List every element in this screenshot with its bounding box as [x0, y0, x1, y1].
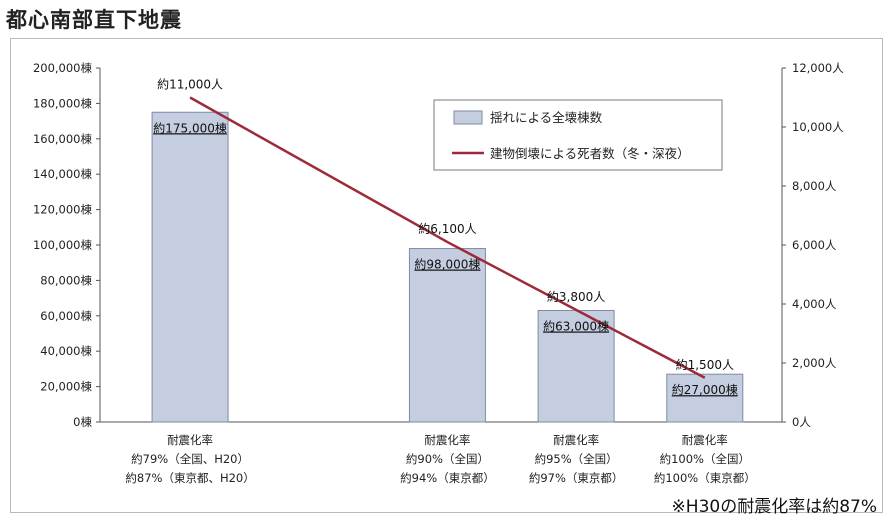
- page-title: 都心南部直下地震: [6, 8, 182, 32]
- footnote: ※H30の耐震化率は約87%: [671, 497, 877, 517]
- left-tick-label: 0棟: [73, 415, 92, 429]
- category-label: 耐震化率: [553, 433, 599, 447]
- category-label: 約100%（全国）: [660, 452, 750, 466]
- point-value-label: 約6,100人: [418, 221, 476, 236]
- bar: [666, 373, 744, 423]
- category-label: 約94%（東京都）: [400, 471, 495, 485]
- chart-frame: [10, 38, 883, 513]
- legend-line-label: 建物倒壊による死者数（冬・深夜）: [490, 146, 690, 161]
- category-label: 約97%（東京都）: [529, 471, 624, 485]
- death-line-path: [189, 96, 706, 379]
- category-label: 約90%（全国）: [406, 452, 489, 466]
- left-tick-label: 40,000棟: [40, 344, 92, 358]
- legend-bar-swatch: [453, 110, 483, 125]
- legend: 揺れによる全壊棟数 建物倒壊による死者数（冬・深夜）: [433, 99, 723, 171]
- bar-value-label: 約175,000棟: [153, 120, 227, 135]
- category-label: 約95%（全国）: [535, 452, 618, 466]
- left-tick-label: 160,000棟: [33, 132, 93, 146]
- right-tick-label: 12,000人: [792, 61, 844, 75]
- death-line: [189, 96, 706, 379]
- bar-value-label: 約63,000棟: [543, 318, 609, 333]
- left-axis: 0棟 20,000棟 40,000棟 60,000棟 80,000棟 100,000棟 12…: [33, 61, 782, 429]
- category-label: 耐震化率: [167, 433, 213, 447]
- category-label: 耐震化率: [424, 433, 470, 447]
- left-tick-label: 100,000棟: [33, 238, 93, 252]
- right-tick-label: 0人: [792, 415, 811, 429]
- left-tick-label: 200,000棟: [33, 61, 93, 75]
- point-value-label: 約11,000人: [157, 77, 223, 92]
- category-label: 耐震化率: [682, 433, 728, 447]
- right-tick-label: 4,000人: [792, 297, 837, 311]
- bar: [408, 248, 486, 423]
- bars: [151, 111, 744, 423]
- point-value-label: 約1,500人: [676, 357, 734, 372]
- bar-value-label: 約27,000棟: [672, 382, 738, 397]
- left-tick-label: 120,000棟: [33, 203, 93, 217]
- category-label: 約79%（全国、H20）: [131, 452, 249, 466]
- category-label: 約87%（東京都、H20）: [125, 471, 254, 485]
- left-tick-label: 80,000棟: [40, 273, 92, 287]
- right-tick-label: 6,000人: [792, 238, 837, 252]
- point-value-label: 約3,800人: [547, 289, 605, 304]
- legend-bar-label: 揺れによる全壊棟数: [490, 110, 603, 125]
- left-tick-label: 180,000棟: [33, 96, 93, 110]
- bar-value-label: 約98,000棟: [414, 257, 480, 272]
- right-tick-label: 10,000人: [792, 120, 844, 134]
- category-label: 約100%（東京都）: [654, 471, 756, 485]
- right-tick-label: 8,000人: [792, 179, 837, 193]
- bar: [151, 111, 229, 423]
- left-tick-label: 140,000棟: [33, 167, 93, 181]
- right-tick-label: 2,000人: [792, 356, 837, 370]
- right-axis: 0人 2,000人 4,000人 6,000人 8,000人 10,000人 12,000人: [781, 61, 844, 429]
- left-tick-label: 60,000棟: [40, 309, 92, 323]
- left-tick-label: 20,000棟: [40, 380, 92, 394]
